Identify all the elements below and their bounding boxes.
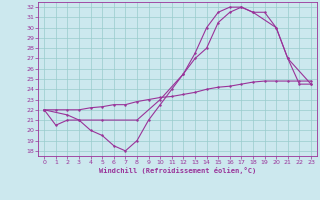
X-axis label: Windchill (Refroidissement éolien,°C): Windchill (Refroidissement éolien,°C) [99, 167, 256, 174]
